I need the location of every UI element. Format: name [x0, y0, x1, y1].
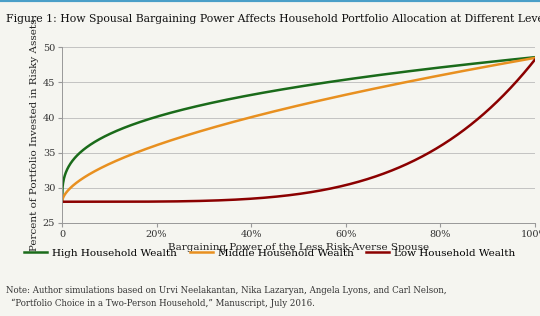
Legend: High Household Wealth, Middle Household Wealth, Low Household Wealth: High Household Wealth, Middle Household … [20, 244, 520, 262]
Middle Household Wealth [383, 84, 390, 88]
Middle Household Wealth [107, 161, 113, 165]
Line: Middle Household Wealth: Middle Household Wealth [62, 58, 535, 202]
Low Household Wealth [383, 171, 390, 174]
High Household Wealth [107, 132, 113, 136]
Low Household Wealth [531, 58, 538, 62]
Text: “Portfolio Choice in a Two-Person Household,” Manuscript, July 2016.: “Portfolio Choice in a Two-Person Househ… [11, 299, 315, 308]
Middle Household Wealth [59, 200, 65, 204]
Middle Household Wealth [427, 75, 434, 79]
X-axis label: Bargaining Power of the Less Risk-Averse Spouse: Bargaining Power of the Less Risk-Averse… [168, 243, 429, 252]
Middle Household Wealth [267, 111, 273, 114]
Y-axis label: Percent of Portfolio Invested in Risky Assets: Percent of Portfolio Invested in Risky A… [30, 19, 39, 251]
Middle Household Wealth [436, 74, 442, 77]
Line: High Household Wealth: High Household Wealth [62, 57, 535, 202]
Low Household Wealth [436, 145, 442, 149]
Low Household Wealth [250, 197, 256, 200]
High Household Wealth [250, 93, 256, 96]
High Household Wealth [383, 72, 390, 76]
Low Household Wealth [107, 200, 113, 204]
Line: Low Household Wealth: Low Household Wealth [62, 60, 535, 202]
Low Household Wealth [427, 150, 434, 154]
Text: Note: Author simulations based on Urvi Neelakantan, Nika Lazaryan, Angela Lyons,: Note: Author simulations based on Urvi N… [6, 286, 447, 295]
High Household Wealth [267, 89, 273, 93]
Text: Figure 1: How Spousal Bargaining Power Affects Household Portfolio Allocation at: Figure 1: How Spousal Bargaining Power A… [6, 14, 540, 24]
High Household Wealth [427, 67, 434, 70]
High Household Wealth [59, 200, 65, 204]
Middle Household Wealth [250, 115, 256, 118]
Low Household Wealth [59, 200, 65, 204]
Middle Household Wealth [531, 56, 538, 60]
High Household Wealth [531, 55, 538, 59]
Low Household Wealth [267, 195, 273, 199]
High Household Wealth [436, 66, 442, 70]
